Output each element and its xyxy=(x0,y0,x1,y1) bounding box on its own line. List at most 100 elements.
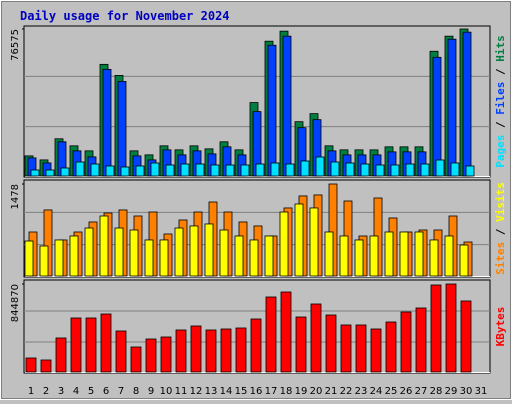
bar xyxy=(385,321,397,373)
bar xyxy=(360,163,370,177)
bar xyxy=(465,165,475,177)
bar xyxy=(189,225,199,277)
bar xyxy=(219,229,229,277)
bar xyxy=(369,235,379,277)
bar xyxy=(309,207,319,277)
x-tick-label: 18 xyxy=(280,386,293,397)
bar xyxy=(130,346,142,373)
bar xyxy=(255,163,265,177)
bar xyxy=(90,163,100,177)
bar xyxy=(415,307,427,373)
x-tick-label: 30 xyxy=(460,386,473,397)
x-tick-label: 13 xyxy=(205,386,218,397)
x-tick-label: 21 xyxy=(325,386,338,397)
bar xyxy=(280,291,292,373)
x-tick-label: 14 xyxy=(220,386,233,397)
bar xyxy=(30,169,40,177)
bar xyxy=(54,239,64,277)
x-tick-label: 5 xyxy=(88,386,94,397)
x-tick-label: 11 xyxy=(175,386,188,397)
bar xyxy=(444,235,454,277)
bar xyxy=(234,235,244,277)
y-tick-label: 1478 xyxy=(10,184,21,209)
bar xyxy=(315,156,325,177)
bar xyxy=(117,81,127,177)
bar xyxy=(174,227,184,277)
bar xyxy=(240,164,250,177)
bar xyxy=(414,231,424,277)
bar xyxy=(85,317,97,373)
x-tick-label: 1 xyxy=(28,386,34,397)
bar xyxy=(204,223,214,277)
bar xyxy=(399,231,409,277)
bar xyxy=(265,296,277,373)
bar xyxy=(120,166,130,177)
bar xyxy=(264,235,274,277)
x-tick-label: 19 xyxy=(295,386,308,397)
legend: KBytes xyxy=(494,307,507,347)
legend: Pages / Files / Hits xyxy=(494,35,507,168)
legend-entry: Hits xyxy=(494,35,507,62)
x-tick-label: 23 xyxy=(355,386,368,397)
legend-separator: / xyxy=(494,222,507,242)
bar xyxy=(384,231,394,277)
legend-entry: Visits xyxy=(494,182,507,222)
bar xyxy=(60,167,70,177)
bar xyxy=(330,161,340,177)
x-tick-label: 15 xyxy=(235,386,248,397)
bar xyxy=(450,162,460,177)
bar xyxy=(375,164,385,177)
x-tick-label: 29 xyxy=(445,386,458,397)
x-tick-label: 2 xyxy=(43,386,49,397)
legend-separator: / xyxy=(494,115,507,135)
legend-entry: Pages xyxy=(494,135,507,168)
bar xyxy=(355,324,367,373)
bar xyxy=(40,359,52,373)
bar xyxy=(435,159,445,177)
bar xyxy=(70,317,82,373)
bar xyxy=(55,337,67,373)
bar xyxy=(129,229,139,277)
legend: Sites / Visits xyxy=(494,182,507,275)
bar xyxy=(45,169,55,177)
bar xyxy=(220,328,232,373)
bar xyxy=(339,235,349,277)
bar xyxy=(400,311,412,373)
bar xyxy=(310,303,322,373)
bar xyxy=(282,35,292,177)
bar xyxy=(84,227,94,277)
x-tick-label: 20 xyxy=(310,386,323,397)
bar xyxy=(235,327,247,373)
bar xyxy=(105,165,115,177)
bar xyxy=(345,162,355,177)
legend-entry: Files xyxy=(494,82,507,115)
bar xyxy=(39,245,49,277)
x-tick-label: 10 xyxy=(160,386,173,397)
bar xyxy=(69,235,79,277)
x-tick-label: 17 xyxy=(265,386,278,397)
bar xyxy=(165,164,175,177)
y-tick-label: 844870 xyxy=(10,284,21,322)
bar xyxy=(102,68,112,177)
bar xyxy=(144,239,154,277)
bar xyxy=(405,163,415,177)
x-tick-label: 8 xyxy=(133,386,139,397)
x-tick-label: 4 xyxy=(73,386,79,397)
bar xyxy=(300,160,310,177)
bar xyxy=(325,314,337,373)
bar xyxy=(180,163,190,177)
bar xyxy=(24,240,34,277)
bar xyxy=(460,300,472,373)
bar xyxy=(250,318,262,373)
bar xyxy=(294,203,304,277)
bar xyxy=(190,325,202,373)
x-tick-label: 3 xyxy=(58,386,64,397)
bar xyxy=(324,231,334,277)
bar xyxy=(459,244,469,277)
bar xyxy=(429,239,439,277)
bar xyxy=(462,31,472,177)
bar xyxy=(267,44,277,177)
legend-entry: KBytes xyxy=(494,307,507,347)
